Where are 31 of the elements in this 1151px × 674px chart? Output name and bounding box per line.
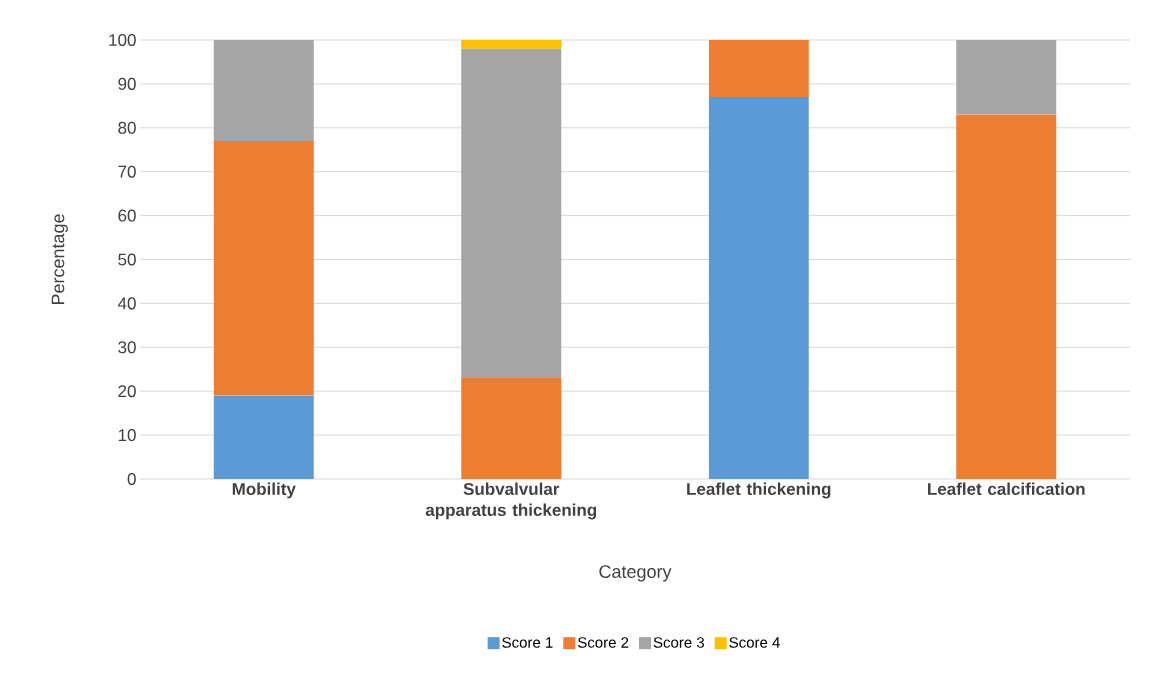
y-tick-label: 50 [118,253,136,266]
bar [956,39,1057,115]
legend-label: Score 2 [577,637,629,648]
bar [213,140,314,396]
legend-label: Score 3 [653,637,705,648]
y-tick-label: 60 [118,209,136,222]
x-tick-label: Mobility [232,482,296,499]
bar [461,378,562,479]
y-tick-label: 0 [127,472,136,486]
x-tick-label: Subvalvular apparatus thickening [425,482,597,520]
y-axis-title: Percentage [51,214,68,305]
y-tick-label: 40 [117,297,136,310]
y-tick-label: 30 [118,341,136,354]
bar [708,97,809,479]
bar [213,395,314,479]
y-tick-label: 70 [118,165,136,178]
bar [956,114,1057,479]
y-tick-label: 100 [109,33,136,47]
y-tick-label: 80 [118,121,136,134]
y-tick-label: 20 [118,385,136,398]
x-tick-label: Leaflet thickening [687,482,831,499]
x-axis-title: Category [599,565,672,582]
legend-label: Score 1 [502,637,553,648]
bar [708,39,809,98]
bar [461,48,562,379]
y-tick-label: 10 [118,429,136,442]
y-tick-label: 90 [118,77,136,90]
bar [213,39,314,141]
legend-label: Score 4 [729,637,780,648]
bar [461,39,562,49]
x-tick-label: Leaflet calcification [928,482,1085,496]
